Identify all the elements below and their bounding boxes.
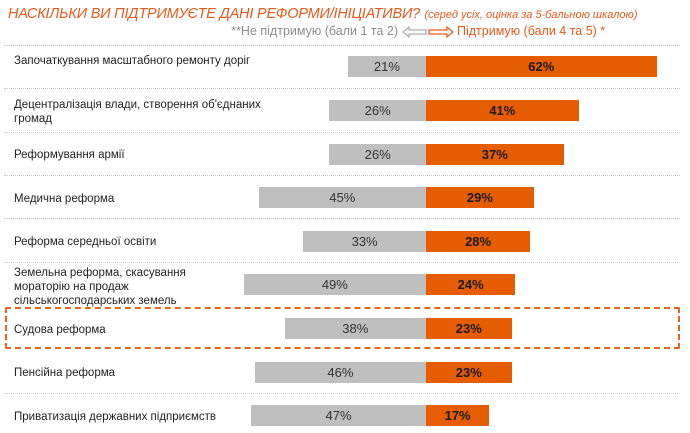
bar-not-support: 47%	[251, 405, 426, 427]
title-subtitle: (серед усіх, оцінка за 5-бальною шкалою)	[424, 9, 638, 21]
category-label: Реформування армії	[14, 149, 125, 162]
bar-support: 37%	[426, 143, 564, 165]
bar-not-support: 21%	[347, 56, 426, 78]
category-label: Започаткування масштабного ремонту доріг	[14, 55, 251, 67]
highlight-box-judicial-reform	[5, 307, 680, 349]
double-arrow-icon	[402, 26, 454, 38]
bar-support: 62%	[426, 56, 657, 78]
category-label: Реформа середньої освіти	[14, 236, 157, 249]
row-separator	[4, 393, 680, 394]
legend-not-support: **Не підтримую (бали 1 та 2)	[231, 24, 398, 38]
bar-not-support: 49%	[243, 274, 426, 296]
row-separator	[4, 175, 680, 176]
category-label: Децентралізація влади, створення об'єдна…	[14, 98, 261, 125]
bar-support: 28%	[426, 230, 531, 252]
bar-not-support: 26%	[329, 143, 426, 165]
row-separator	[4, 45, 680, 46]
category-label: Земельна реформа, скасування мораторію н…	[14, 267, 186, 307]
bar-support: 29%	[426, 187, 534, 209]
row-separator	[4, 132, 680, 133]
category-label: Приватизація державних підприємств	[14, 410, 216, 423]
bar-not-support: 33%	[303, 230, 426, 252]
row-separator	[4, 88, 680, 89]
category-label: Судова реформа	[14, 323, 106, 336]
bar-not-support: 45%	[258, 187, 426, 209]
bar-not-support: 38%	[284, 317, 426, 339]
row-separator	[4, 262, 680, 263]
bar-support: 17%	[426, 405, 490, 427]
title-main: НАСКІЛЬКИ ВИ ПІДТРИМУЄТЕ ДАНІ РЕФОРМИ/ІН…	[8, 6, 420, 22]
row-separator	[4, 218, 680, 219]
bar-support: 41%	[426, 99, 579, 121]
bar-support: 24%	[426, 274, 516, 296]
bar-not-support: 26%	[329, 99, 426, 121]
bar-not-support: 46%	[254, 361, 426, 383]
chart-title: НАСКІЛЬКИ ВИ ПІДТРИМУЄТЕ ДАНІ РЕФОРМИ/ІН…	[8, 5, 637, 23]
category-label: Медична реформа	[14, 192, 115, 205]
bar-support: 23%	[426, 361, 512, 383]
legend-support: Підтримую (бали 4 та 5) *	[457, 24, 606, 38]
bar-support: 23%	[426, 317, 512, 339]
legend: **Не підтримую (бали 1 та 2) Підтримую (…	[0, 24, 690, 40]
category-label: Пенсійна реформа	[14, 367, 116, 380]
